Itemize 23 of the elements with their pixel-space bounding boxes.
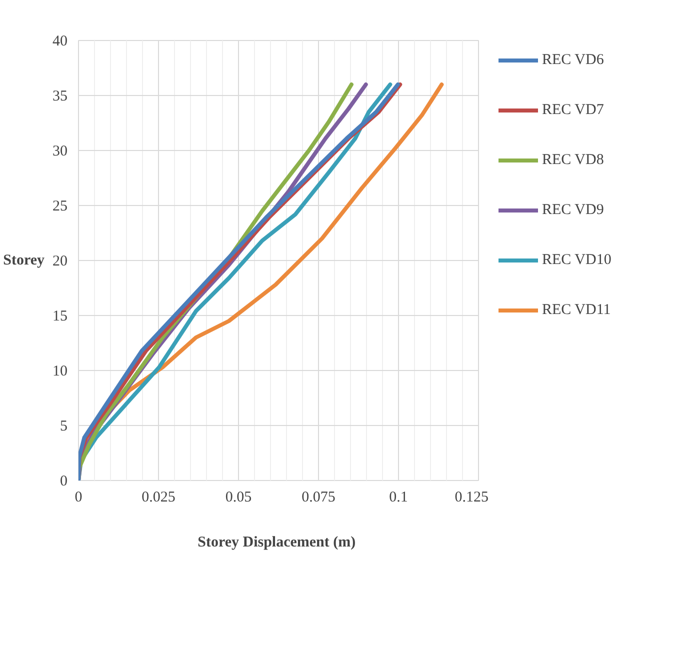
y-tick-label: 5	[60, 418, 68, 434]
x-tick-label: 0.1	[389, 490, 408, 506]
y-axis-title: Storey	[3, 252, 45, 268]
y-tick-label: 10	[52, 364, 68, 380]
legend-label: REC VD8	[542, 152, 604, 168]
y-tick-label: 40	[52, 34, 68, 50]
x-tick-label: 0.125	[454, 490, 488, 506]
legend-label: REC VD11	[542, 302, 611, 318]
x-tick-label: 0.05	[225, 490, 252, 506]
x-tick-label: 0.025	[142, 490, 176, 506]
y-tick-label: 35	[52, 88, 68, 104]
legend-label: REC VD7	[542, 102, 604, 118]
x-tick-label: 0	[74, 490, 82, 506]
y-tick-label: 25	[52, 198, 68, 214]
legend-label: REC VD6	[542, 52, 604, 68]
legend-label: REC VD9	[542, 202, 604, 218]
y-tick-label: 30	[52, 144, 68, 160]
x-axis-title: Storey Displacement (m)	[198, 534, 356, 550]
x-tick-label: 0.075	[302, 490, 336, 506]
y-tick-label: 0	[60, 474, 68, 490]
legend-label: REC VD10	[542, 252, 612, 268]
y-tick-label: 20	[52, 254, 68, 270]
y-tick-label: 15	[52, 308, 68, 324]
